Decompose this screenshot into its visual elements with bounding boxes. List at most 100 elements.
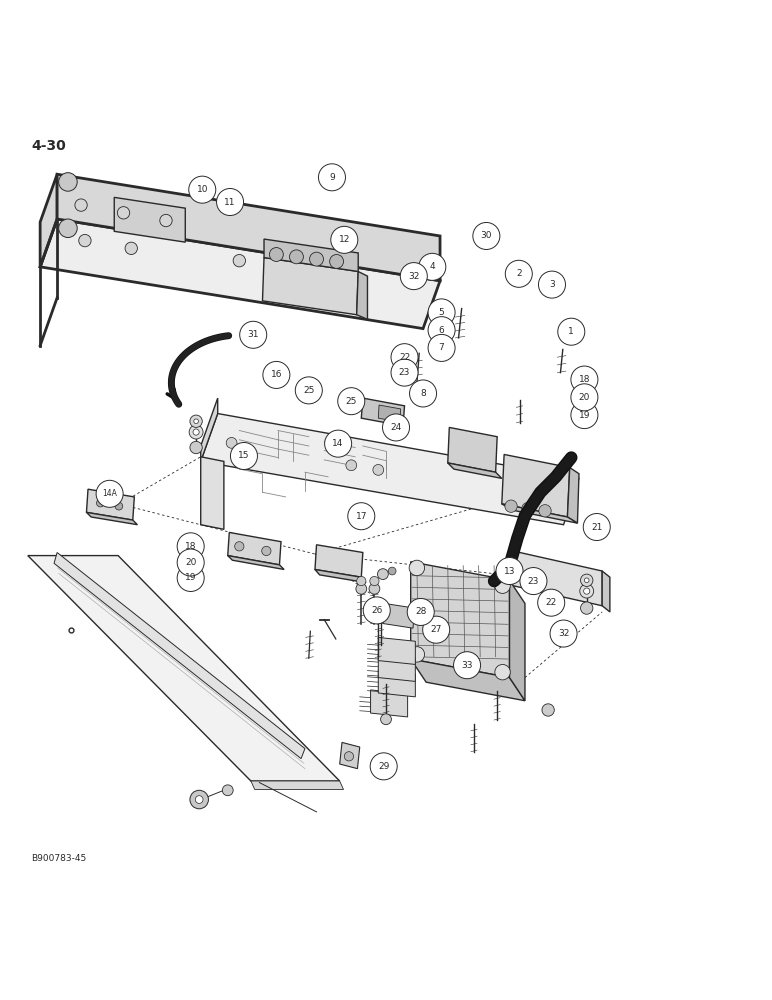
Circle shape (222, 785, 233, 796)
Text: 21: 21 (591, 523, 602, 532)
Circle shape (125, 242, 137, 255)
Circle shape (581, 602, 593, 614)
Text: 5: 5 (438, 308, 445, 317)
Circle shape (195, 796, 203, 803)
Polygon shape (262, 258, 358, 315)
Polygon shape (315, 545, 363, 577)
Polygon shape (315, 569, 366, 583)
Circle shape (194, 419, 198, 424)
Polygon shape (264, 239, 358, 271)
Text: 8: 8 (420, 389, 426, 398)
Polygon shape (502, 504, 577, 523)
Circle shape (571, 402, 598, 429)
Circle shape (216, 188, 243, 216)
Circle shape (239, 321, 267, 348)
Polygon shape (371, 690, 408, 717)
Circle shape (357, 576, 366, 586)
Circle shape (356, 583, 367, 594)
Polygon shape (40, 219, 440, 329)
Text: 19: 19 (579, 411, 590, 420)
Circle shape (177, 533, 204, 560)
Text: 4-30: 4-30 (31, 139, 66, 153)
Text: 2: 2 (516, 269, 522, 278)
Circle shape (391, 344, 418, 371)
Polygon shape (378, 670, 415, 697)
Circle shape (59, 219, 77, 238)
Text: 14A: 14A (102, 489, 117, 498)
Circle shape (344, 752, 354, 761)
Text: 18: 18 (185, 542, 196, 551)
Circle shape (381, 714, 391, 725)
Circle shape (337, 388, 364, 415)
Text: 9: 9 (329, 173, 335, 182)
Circle shape (584, 588, 590, 594)
Polygon shape (411, 562, 510, 678)
Circle shape (382, 414, 409, 441)
Circle shape (539, 505, 551, 517)
Circle shape (96, 480, 123, 507)
Circle shape (550, 620, 577, 647)
Polygon shape (448, 427, 497, 472)
Text: 19: 19 (185, 573, 196, 582)
Circle shape (318, 164, 345, 191)
Circle shape (373, 464, 384, 475)
Text: 32: 32 (408, 272, 419, 281)
Circle shape (428, 334, 455, 361)
Circle shape (310, 252, 323, 266)
Text: 30: 30 (481, 231, 492, 240)
Text: 16: 16 (271, 370, 282, 379)
Text: 29: 29 (378, 762, 389, 771)
Polygon shape (357, 271, 367, 319)
Polygon shape (502, 454, 570, 517)
Circle shape (581, 574, 593, 586)
Circle shape (160, 214, 172, 227)
Polygon shape (201, 457, 224, 529)
Circle shape (428, 299, 455, 326)
Circle shape (418, 253, 446, 280)
Polygon shape (448, 463, 502, 478)
Text: 11: 11 (225, 198, 235, 207)
Text: 28: 28 (415, 607, 426, 616)
Circle shape (262, 361, 290, 388)
Circle shape (188, 176, 215, 203)
Circle shape (505, 500, 517, 512)
Circle shape (230, 442, 258, 470)
Circle shape (346, 460, 357, 471)
Circle shape (495, 578, 510, 593)
Polygon shape (510, 580, 525, 701)
Circle shape (115, 502, 123, 510)
Text: 1: 1 (568, 327, 574, 336)
Circle shape (79, 234, 91, 247)
Circle shape (233, 255, 245, 267)
Text: 33: 33 (462, 661, 472, 670)
Text: 32: 32 (558, 629, 569, 638)
Circle shape (537, 589, 564, 616)
Circle shape (542, 704, 554, 716)
Circle shape (347, 503, 375, 530)
Circle shape (235, 542, 244, 551)
Polygon shape (378, 654, 415, 681)
Text: 20: 20 (185, 558, 196, 567)
Circle shape (96, 499, 104, 507)
Circle shape (571, 366, 598, 393)
Text: 18: 18 (579, 375, 590, 384)
Text: 6: 6 (438, 326, 445, 335)
Circle shape (584, 514, 610, 541)
Circle shape (453, 652, 480, 679)
Circle shape (117, 207, 130, 219)
Text: B900783-45: B900783-45 (31, 854, 86, 863)
Circle shape (59, 173, 77, 191)
Circle shape (495, 664, 510, 680)
Polygon shape (228, 556, 284, 569)
Circle shape (472, 222, 500, 249)
Text: 13: 13 (504, 567, 515, 576)
Circle shape (330, 226, 357, 253)
Circle shape (269, 248, 283, 261)
Text: 17: 17 (356, 512, 367, 521)
Polygon shape (114, 197, 185, 242)
Text: 10: 10 (197, 185, 208, 194)
Polygon shape (201, 414, 579, 525)
Circle shape (505, 260, 533, 287)
Circle shape (226, 437, 237, 448)
Circle shape (520, 568, 547, 595)
